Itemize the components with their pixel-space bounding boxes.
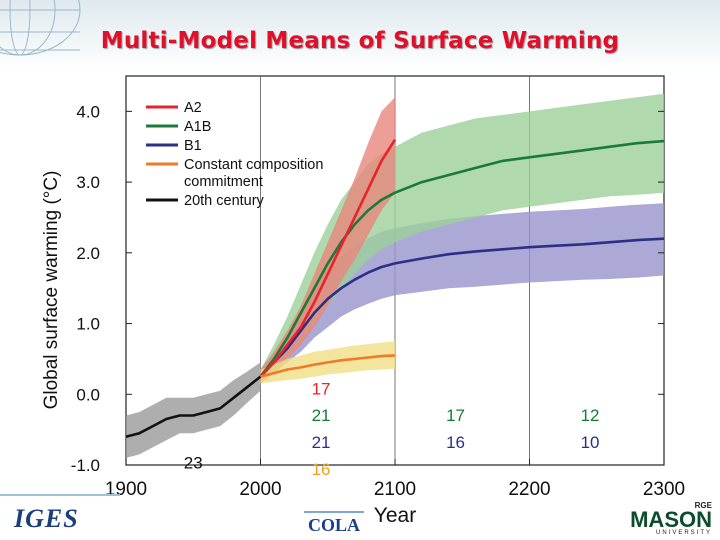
globe-decoration-icon xyxy=(0,0,81,56)
line-a2 xyxy=(259,139,397,378)
annotation-label: 17 xyxy=(312,379,331,398)
y-axis-label: Global surface warming (°C) xyxy=(41,171,62,410)
model-count-annotations: 17 21 21 16 17 16 12 10 23 xyxy=(184,379,600,479)
annotation-label: 21 xyxy=(312,406,331,425)
x-tick-label: 2000 xyxy=(239,479,281,500)
uncertainty-bands xyxy=(126,93,664,458)
y-tick-label: 4.0 xyxy=(76,102,100,121)
legend: A2 A1B B1 Constant composition commitment 20t… xyxy=(146,100,323,209)
x-ticks: 1900 2000 2100 2200 2300 xyxy=(105,459,685,500)
legend-label: A1B xyxy=(184,119,211,135)
x-tick-label: 2100 xyxy=(374,479,416,500)
x-tick-label: 1900 xyxy=(105,479,147,500)
footer-divider xyxy=(0,494,120,496)
slide-header-background xyxy=(0,0,720,70)
annotation-label: 23 xyxy=(184,454,203,473)
y-tick-label: -1.0 xyxy=(71,456,100,475)
mason-logo-top: RGE xyxy=(694,501,712,510)
mason-logo-sub: UNIVERSITY xyxy=(655,530,712,536)
annotation-label: 16 xyxy=(312,460,331,479)
band-20th-century xyxy=(126,362,261,458)
legend-label: 20th century xyxy=(184,193,265,209)
annotation-label: 16 xyxy=(446,433,465,452)
x-tick-label: 2200 xyxy=(508,479,550,500)
y-tick-label: 1.0 xyxy=(76,315,100,334)
y-tick-label: 0.0 xyxy=(76,385,100,404)
line-20th-century xyxy=(125,375,262,438)
mason-logo-main: MASON xyxy=(630,507,712,532)
x-tick-label: 2300 xyxy=(643,479,685,500)
y-tick-label: 3.0 xyxy=(76,173,100,192)
warming-chart: 1900 2000 2100 2200 2300 -1.0 0.0 1.0 2.0 3.0 4.0… xyxy=(41,75,685,527)
cola-logo: COLA xyxy=(304,511,365,538)
annotation-label: 12 xyxy=(581,406,600,425)
line-constant-composition-commitment xyxy=(260,354,396,378)
y-ticks: -1.0 0.0 1.0 2.0 3.0 4.0 xyxy=(71,102,664,475)
legend-label: B1 xyxy=(184,138,202,154)
legend-label: A2 xyxy=(184,100,202,116)
band-a2 xyxy=(260,97,395,384)
y-tick-label: 2.0 xyxy=(76,244,100,263)
line-a1b xyxy=(259,139,665,378)
annotation-label: 17 xyxy=(446,406,465,425)
legend-label: Constant composition commitment xyxy=(184,157,323,190)
line-b1 xyxy=(259,237,665,378)
annotation-label: 10 xyxy=(581,433,600,452)
annotation-label: 21 xyxy=(312,433,331,452)
x-axis-label: Year xyxy=(374,504,416,527)
slide-title: Multi-Model Means of Surface Warming xyxy=(100,28,620,54)
series-lines xyxy=(125,139,665,438)
iges-logo: IGES xyxy=(14,504,79,533)
band-a1b xyxy=(260,93,664,384)
mason-logo: RGE MASON UNIVERSITY xyxy=(630,501,712,536)
